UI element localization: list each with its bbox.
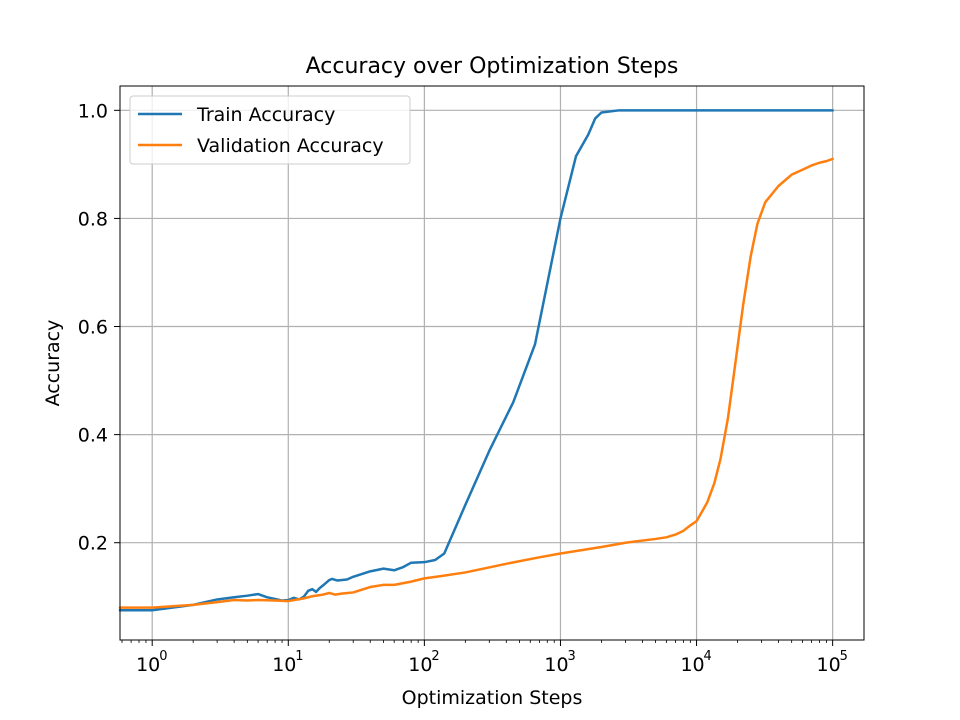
plot-frame [119,85,865,641]
y-tick-label: 0.6 [78,317,108,339]
y-tick-label: 0.2 [78,533,108,555]
x-tick-exponent: 3 [567,649,575,664]
x-tick-label: 10 [136,654,160,676]
y-tick-label: 0.8 [78,208,108,230]
x-axis-label: Optimization Steps [402,687,583,709]
y-tick-label: 0.4 [78,425,108,447]
series-line-1 [118,157,834,609]
x-tick-exponent: 1 [295,649,303,664]
x-tick-exponent: 0 [159,649,167,664]
x-tick-label: 10 [680,654,704,676]
legend: Train Accuracy Validation Accuracy [129,95,411,165]
y-axis-label: Accuracy [42,320,64,407]
x-tick-label: 10 [544,654,568,676]
x-tick-label: 10 [408,654,432,676]
legend-label-validation: Validation Accuracy [197,135,384,157]
legend-box [129,95,411,165]
x-tick-exponent: 5 [840,649,848,664]
x-tick-label: 10 [817,654,841,676]
x-tick-label: 10 [272,654,296,676]
y-tick-label: 1.0 [78,100,108,122]
series-line-0 [118,109,834,612]
x-tick-exponent: 4 [704,649,712,664]
legend-label-train: Train Accuracy [196,104,335,126]
series-lines [118,109,834,612]
x-tick-exponent: 2 [431,649,439,664]
chart-title: Accuracy over Optimization Steps [306,54,679,79]
